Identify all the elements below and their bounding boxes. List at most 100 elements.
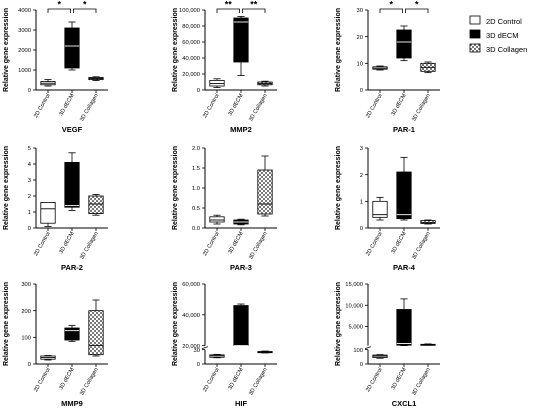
legend-item-3d-decm: 3D dECM	[469, 29, 519, 40]
significance-label: **	[225, 0, 233, 10]
box-3d-collagen	[88, 299, 104, 357]
panel-title: PAR-4	[393, 263, 416, 272]
x-tick-label: 3D Collagen	[248, 367, 269, 397]
significance-bracket: **	[242, 0, 266, 13]
box-iqr	[209, 216, 225, 223]
legend-item-3d-collagen: 3D Collagen	[469, 43, 527, 54]
y-tick-label: 0	[360, 88, 363, 94]
x-tick-label: 2D Control	[202, 367, 221, 393]
panel-title: MMP9	[61, 399, 83, 408]
panel-title: PAR-1	[393, 125, 415, 134]
box-2d-control	[209, 214, 225, 225]
significance-label: *	[83, 0, 87, 10]
x-tick-label: 3D dECM	[390, 367, 407, 391]
y-tick-label: 60,000	[182, 282, 200, 288]
y-tick-label: 15,000	[345, 282, 363, 288]
y-tick-label: 20,000	[182, 72, 200, 78]
y-tick-label: 0	[360, 226, 363, 232]
significance-bracket: *	[405, 0, 429, 13]
box-iqr	[233, 305, 249, 347]
panel-par-3: 0.0 0.5 1.0 1.5 2.0 Relative gene expression 2…	[172, 146, 277, 272]
y-tick-label: 80,000	[182, 24, 200, 30]
box-2d-control	[372, 65, 388, 71]
y-tick-label: 0	[28, 226, 31, 232]
axis-break-mark	[364, 346, 372, 349]
box-3d-decm	[396, 156, 412, 221]
box-3d-collagen	[88, 76, 104, 81]
panel-title: HIF	[235, 399, 248, 408]
x-tick-label: 2D Control	[365, 367, 384, 393]
y-tick-label: 100	[353, 348, 363, 354]
x-tick-label: 3D dECM	[227, 367, 244, 391]
x-tick-label: 3D Collagen	[79, 231, 100, 261]
box-2d-control	[40, 355, 56, 361]
y-tick-label: 10	[357, 62, 363, 68]
box-iqr	[396, 309, 412, 346]
box-2d-control	[372, 354, 388, 359]
y-tick-label: 0	[28, 362, 31, 368]
bracket-line	[216, 8, 240, 13]
box-3d-decm	[233, 303, 249, 347]
bracket-line	[242, 8, 266, 13]
y-axis-label: Relative gene expression	[3, 282, 10, 366]
box-3d-collagen	[420, 219, 436, 225]
y-tick-label: 1.5	[192, 166, 200, 172]
x-tick-label: 2D Control	[33, 93, 52, 119]
x-tick-label: 3D Collagen	[79, 93, 100, 123]
y-tick-label: 30	[357, 8, 363, 14]
y-tick-label: 40,000	[182, 313, 200, 319]
y-axis-label: Relative gene expression	[335, 282, 342, 366]
significance-bracket: **	[216, 0, 240, 13]
y-tick-label: 1000	[18, 68, 31, 74]
y-tick-label: 40,000	[182, 56, 200, 62]
legend-label-3d-decm: 3D dECM	[486, 31, 519, 40]
y-axis-label: Relative gene expression	[335, 146, 342, 230]
y-tick-label: 1.0	[192, 186, 200, 192]
box-3d-collagen	[257, 80, 273, 87]
box-3d-decm	[64, 152, 80, 211]
y-tick-label: 1	[28, 210, 31, 216]
box-iqr	[88, 195, 104, 215]
box-3d-collagen	[420, 343, 436, 346]
significance-label: *	[389, 0, 393, 10]
significance-bracket: *	[47, 0, 71, 13]
box-iqr	[88, 310, 104, 356]
box-iqr	[233, 17, 249, 63]
box-iqr	[257, 169, 273, 215]
x-tick-label: 3D dECM	[58, 367, 75, 391]
box-iqr	[40, 202, 56, 224]
x-tick-label: 3D Collagen	[411, 367, 432, 397]
y-axis-label: Relative gene expression	[172, 146, 179, 230]
box-iqr	[64, 27, 80, 69]
y-axis-label: Relative gene expression	[3, 8, 10, 92]
box-2d-control	[372, 196, 388, 221]
y-tick-label: 3	[360, 146, 363, 152]
legend-swatch-2d-control	[469, 15, 481, 25]
significance-label: *	[415, 0, 419, 10]
box-iqr	[372, 200, 388, 218]
box-3d-collagen	[420, 61, 436, 74]
box-3d-collagen	[257, 350, 273, 354]
panel-par-2: 0 1 2 3 4 5 Relative gene expression 2D Control…	[3, 146, 108, 272]
legend-item-2d-control: 2D Control	[469, 15, 522, 26]
x-tick-label: 3D dECM	[227, 231, 244, 255]
box-2d-control	[40, 79, 56, 87]
panel-title: PAR-2	[61, 263, 83, 272]
bracket-line	[405, 8, 429, 13]
y-tick-label: 3000	[18, 28, 31, 34]
box-3d-collagen	[257, 155, 273, 217]
y-tick-label: 200	[21, 309, 31, 315]
x-tick-label: 2D Control	[33, 231, 52, 257]
legend-swatch-3d-collagen	[469, 43, 481, 53]
box-3d-decm	[233, 16, 249, 76]
y-tick-label: 30	[194, 348, 200, 354]
panel-mmp2: 0 20,000 40,000 60,000 80,000 100,000Relative…	[172, 0, 277, 134]
y-tick-label: 2000	[18, 48, 31, 54]
box-3d-collagen	[88, 194, 104, 216]
box-3d-decm	[64, 21, 80, 71]
y-tick-label: 300	[21, 282, 31, 288]
y-tick-label: 5,000	[348, 325, 363, 331]
